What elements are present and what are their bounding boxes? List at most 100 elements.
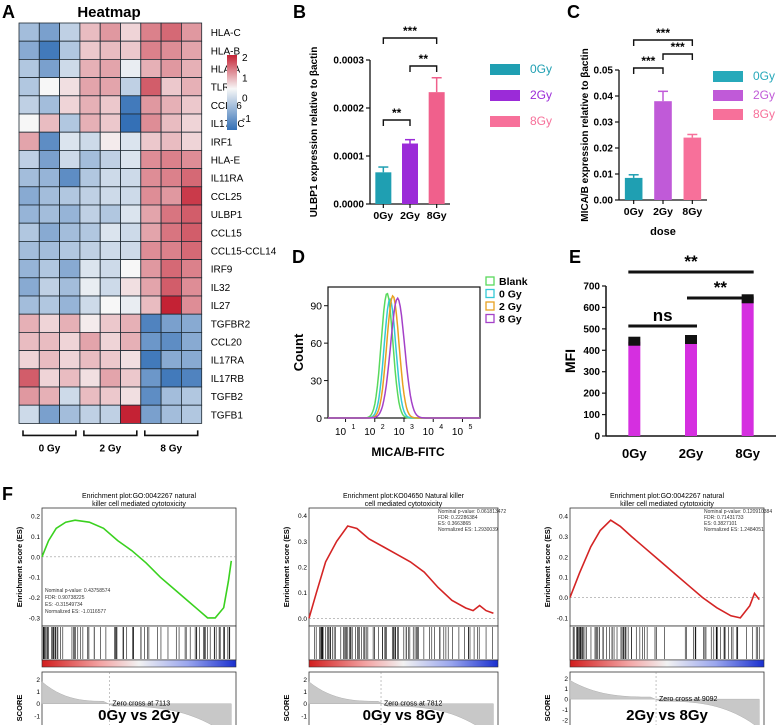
legend-label: 8 Gy [499, 314, 522, 326]
heatmap-cell [18, 186, 40, 206]
significance-label: ** [392, 106, 402, 120]
ranked-metric-area [308, 681, 494, 725]
heatmap-cell [140, 95, 162, 115]
gsea-stat-text: ES: 0.3827101 [704, 521, 737, 527]
heatmap-cell [99, 77, 121, 97]
significance-bracket [632, 39, 694, 46]
es-tick-label: 0.3 [298, 539, 307, 546]
heatmap-cell [99, 113, 121, 133]
heatmap-cell [99, 368, 121, 388]
significance-label: ns [653, 306, 673, 325]
heatmap-cell [180, 277, 203, 297]
y-tick-label: 100 [583, 410, 600, 421]
heatmap-cell [79, 277, 101, 297]
bar-2Gy [402, 143, 418, 204]
heatmap-cell [18, 368, 40, 388]
heatmap-cell [18, 95, 40, 115]
score-tick-label: 1 [303, 689, 307, 696]
heatmap-cell [18, 168, 40, 188]
gsea-plot-1: Enrichment plot:GO:0042267 naturalkiller… [15, 493, 237, 725]
heatmap-cell [18, 222, 40, 242]
es-tick-label: 0.3 [559, 534, 568, 541]
panel-e-letter: E [569, 247, 581, 267]
panel-f-gsea-plots: F Enrichment plot:GO:0042267 naturalkill… [2, 484, 772, 725]
heatmap-cell [59, 368, 81, 388]
heatmap-cell [140, 22, 162, 42]
legend-swatch [490, 116, 520, 127]
legend-label: Blank [499, 276, 528, 288]
heatmap-row-label: CCL25 [211, 192, 243, 203]
heatmap-cell [120, 186, 142, 206]
heatmap-row-label: HLA-A [211, 65, 241, 76]
y-tick-label: 0.00 [594, 196, 614, 207]
heatmap-row-label: TGFBR2 [211, 319, 251, 330]
es-tick-label: 0.2 [31, 514, 40, 521]
bar-0Gy [624, 177, 643, 200]
heatmap-cell [18, 113, 40, 133]
ranked-metric-area [41, 681, 232, 725]
heatmap-legend-tick: -1 [242, 114, 251, 125]
es-tick-label: 0.1 [559, 575, 568, 582]
heatmap-cell [59, 113, 81, 133]
significance-label: *** [656, 26, 670, 40]
heatmap-cell [59, 222, 81, 242]
significance-label: *** [641, 54, 655, 68]
panel-c-legend: 0Gy 2Gy 8Gy [713, 69, 775, 121]
heatmap-cell [160, 222, 182, 242]
y-tick-label: 0.03 [594, 118, 614, 129]
heatmap-cell [99, 131, 121, 151]
zero-cross-label: Zero cross at 9092 [659, 696, 717, 703]
x-tick-label-base: 10 [452, 427, 464, 438]
y-tick-label: 0.01 [594, 170, 614, 181]
score-tick-label: -1 [562, 707, 568, 714]
zero-cross-label: Zero cross at 7812 [384, 701, 442, 708]
heatmap-cell [120, 149, 142, 169]
heatmap-cell [180, 168, 203, 188]
gsea-stat-text: Nominal p-value: 0.061813472 [438, 509, 506, 515]
gsea-stat-text: ES: 0.3663865 [438, 521, 471, 527]
heatmap-cell [99, 295, 121, 315]
heatmap-cell [160, 59, 182, 79]
heatmap-cell [18, 259, 40, 279]
x-tick-label: 8Gy [427, 210, 447, 222]
heatmap-cell [99, 59, 121, 79]
heatmap-cell [18, 22, 40, 42]
y-tick-label: 90 [310, 301, 322, 313]
panel-b-legend: 0Gy 2Gy 8Gy [490, 62, 552, 128]
heatmap-cell [160, 277, 182, 297]
heatmap-cell [120, 386, 142, 406]
heatmap-row-label: IRF1 [211, 137, 233, 148]
legend-label: 2 Gy [499, 301, 522, 313]
y-tick-label: 0 [594, 432, 600, 443]
panel-a-letter: A [2, 2, 15, 22]
gsea-stat-text: FDR: 0.90738225 [45, 595, 85, 601]
heatmap-cell [140, 404, 162, 424]
x-tick-label-base: 10 [423, 427, 435, 438]
heatmap-cell [59, 404, 81, 424]
heatmap-cell [79, 168, 101, 188]
heatmap-cell [160, 95, 182, 115]
heatmap-cell [160, 40, 182, 60]
heatmap-group-label: 0 Gy [39, 443, 61, 454]
heatmap-row-label: TGFB1 [211, 410, 244, 421]
x-tick-label: 2Gy [400, 210, 420, 222]
heatmap-cell [38, 59, 60, 79]
x-tick-label: 0Gy [373, 210, 393, 222]
mean-marker [628, 336, 641, 346]
x-tick-label-base: 10 [364, 427, 376, 438]
heatmap-cell [160, 77, 182, 97]
legend-swatch [490, 64, 520, 75]
gsea-stat-text: Normalized ES: -1.0116577 [45, 609, 106, 615]
heatmap-cell [180, 313, 203, 333]
y-tick-label: 30 [310, 376, 322, 388]
heatmap-cell [180, 404, 203, 424]
es-plot-frame [41, 507, 237, 627]
legend-label: 8Gy [753, 107, 775, 121]
heatmap-cell [59, 204, 81, 224]
heatmap-cell [59, 313, 81, 333]
gsea-title-line1: Enrichment plot:GO:0042267 natural [610, 493, 724, 500]
heatmap-legend-tick: 2 [242, 53, 248, 64]
es-tick-label: 0.2 [559, 554, 568, 561]
heatmap-cell [59, 240, 81, 260]
